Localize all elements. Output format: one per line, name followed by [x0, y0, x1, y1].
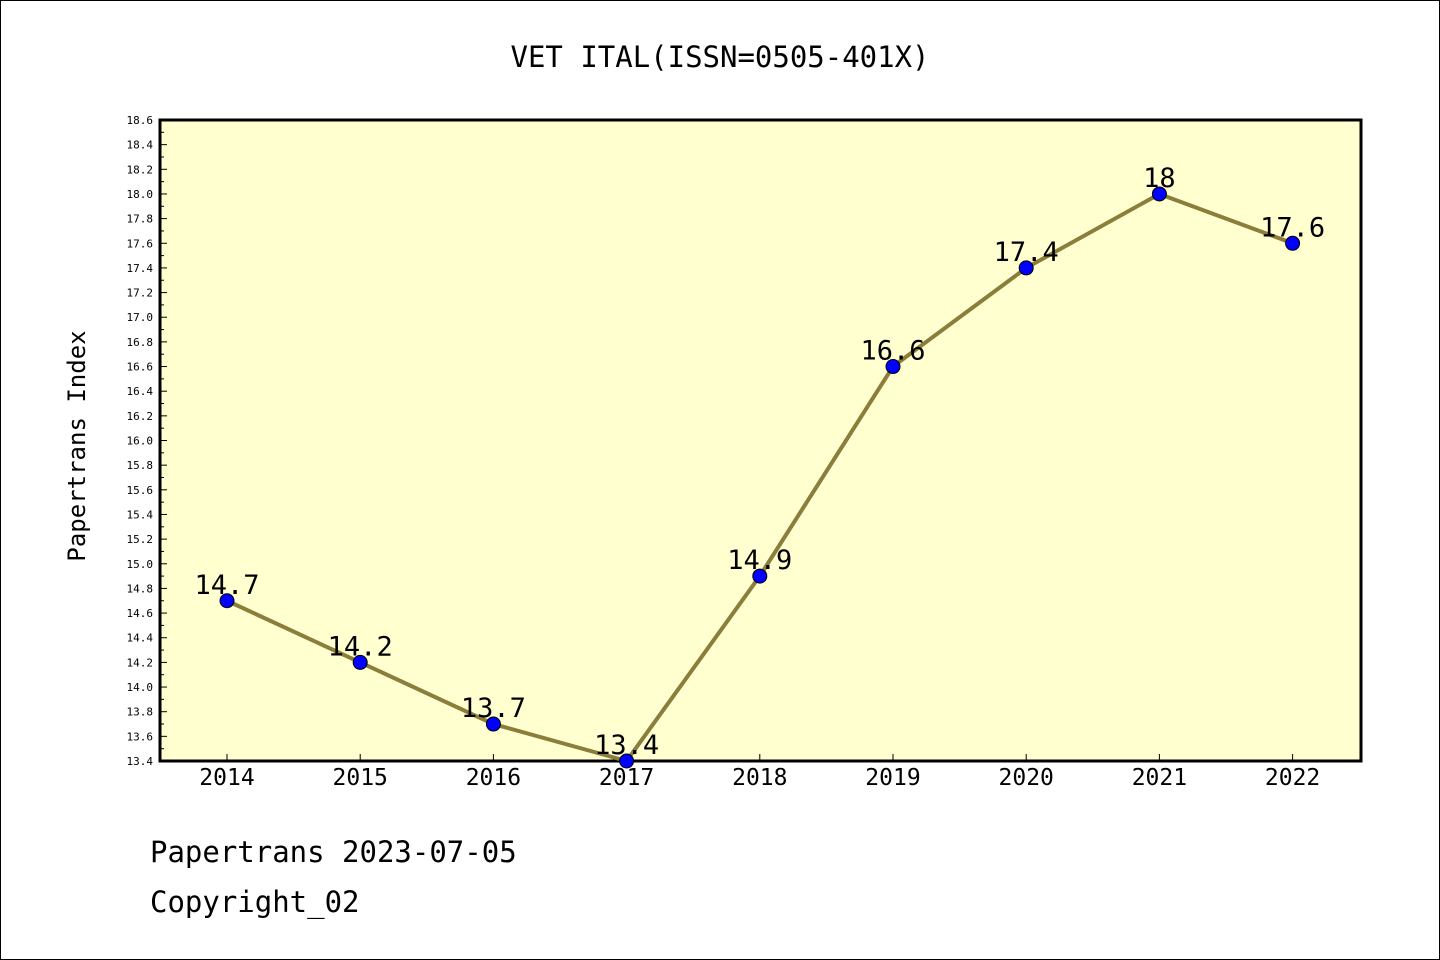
y-tick-label: 16.6 — [127, 361, 154, 374]
x-tick-label: 2018 — [732, 765, 787, 791]
y-tick-label: 17.6 — [127, 237, 154, 250]
data-point — [352, 654, 368, 670]
data-label: 17.4 — [994, 237, 1059, 268]
y-tick-label: 16.4 — [127, 385, 154, 398]
y-tick-label: 17.2 — [127, 287, 154, 300]
x-tick-label: 2019 — [865, 765, 920, 791]
y-tick-label: 18.6 — [127, 114, 154, 127]
data-point — [1285, 235, 1301, 251]
data-label: 14.7 — [194, 570, 259, 601]
y-tick-label: 15.4 — [127, 508, 154, 521]
data-label: 14.9 — [727, 545, 792, 576]
series-group: 14.7 14.2 13.7 13.4 14.9 16.6 17.4 18 17.6 — [194, 163, 1325, 769]
y-tick-label: 14.0 — [127, 681, 154, 694]
y-tick-label: 15.0 — [127, 558, 154, 571]
data-point — [885, 359, 901, 375]
y-tick-label: 15.2 — [127, 533, 154, 546]
x-axis: 2014 2015 2016 2017 2018 2019 2020 2021 2022 — [199, 754, 1320, 791]
data-point — [752, 568, 768, 584]
x-tick-label: 2021 — [1132, 765, 1187, 791]
y-tick-label: 13.6 — [127, 730, 154, 743]
x-tick-label: 2015 — [333, 765, 388, 791]
x-tick-label: 2017 — [599, 765, 654, 791]
data-point — [1151, 186, 1167, 202]
y-tick-label: 14.8 — [127, 582, 154, 595]
y-tick-label: 15.8 — [127, 459, 154, 472]
data-point — [485, 716, 501, 732]
plot-area — [158, 118, 1363, 763]
y-tick-label: 13.4 — [127, 755, 154, 768]
y-tick-label: 17.8 — [127, 213, 154, 226]
y-tick-label: 18.4 — [127, 139, 154, 152]
y-axis-label: Papertrans Index — [63, 330, 91, 561]
data-label: 14.2 — [328, 631, 393, 662]
y-tick-label: 17.4 — [127, 262, 154, 275]
y-tick-label: 13.8 — [127, 706, 154, 719]
y-tick-label: 14.4 — [127, 632, 154, 645]
y-tick-label: 15.6 — [127, 484, 154, 497]
x-tick-label: 2014 — [199, 765, 254, 791]
y-tick-label: 16.2 — [127, 410, 154, 423]
y-tick-label: 18.2 — [127, 163, 154, 176]
footer-date-text: Papertrans 2023-07-05 — [150, 835, 517, 869]
y-tick-label: 18.0 — [127, 188, 154, 201]
data-point — [1018, 260, 1034, 276]
chart-title: VET ITAL(ISSN=0505-401X) — [510, 40, 929, 74]
y-tick-label: 17.0 — [127, 311, 154, 324]
data-label: 18 — [1143, 163, 1176, 194]
y-axis: 13.4 13.6 13.8 14.0 14.2 14.4 14.6 14.8 15.0 15.2… — [127, 114, 167, 768]
data-point — [619, 753, 635, 769]
y-tick-label: 14.2 — [127, 656, 154, 669]
y-tick-label: 16.8 — [127, 336, 154, 349]
footer-copyright-text: Copyright_02 — [150, 885, 360, 919]
y-tick-label: 14.6 — [127, 607, 154, 620]
data-label: 13.7 — [461, 693, 526, 724]
data-point — [219, 593, 235, 609]
y-tick-label: 16.0 — [127, 435, 154, 448]
data-label: 13.4 — [594, 730, 659, 761]
x-tick-label: 2022 — [1265, 765, 1320, 791]
x-tick-label: 2016 — [466, 765, 521, 791]
data-label: 16.6 — [860, 336, 925, 367]
data-label: 17.6 — [1260, 212, 1325, 243]
x-tick-label: 2020 — [999, 765, 1054, 791]
